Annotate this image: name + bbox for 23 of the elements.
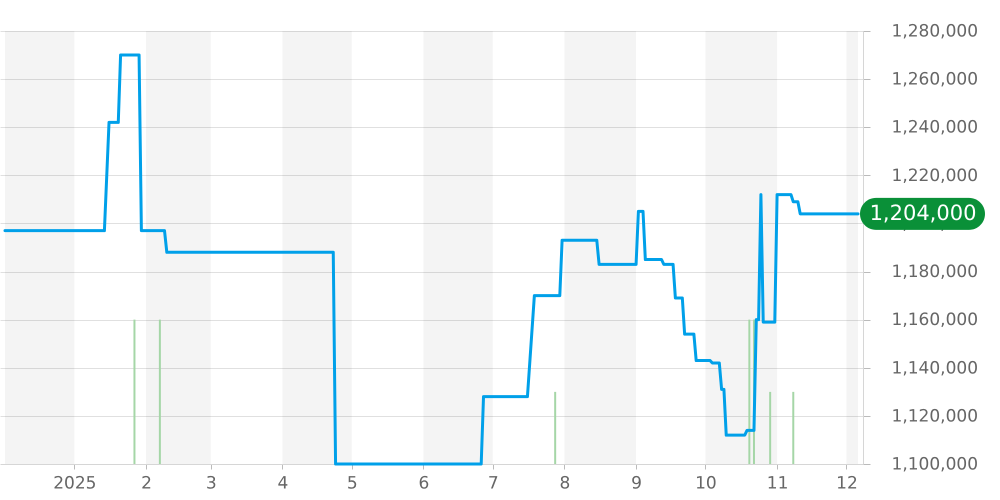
x-tick-label: 2 xyxy=(141,474,152,494)
y-tick-label: 1,120,000 xyxy=(892,406,978,426)
x-tick-label: 7 xyxy=(488,474,499,494)
y-tick-label: 1,160,000 xyxy=(892,310,978,330)
x-tick-label: 3 xyxy=(206,474,217,494)
x-tick-label: 5 xyxy=(346,474,358,494)
x-tick-label: 6 xyxy=(418,474,430,494)
x-tick-label: 11 xyxy=(766,474,788,494)
y-tick-label: 1,260,000 xyxy=(892,70,978,90)
y-tick-label: 1,140,000 xyxy=(892,358,978,378)
x-tick-label: 4 xyxy=(277,474,288,494)
y-tick-label: 1,240,000 xyxy=(892,118,978,138)
y-tick-label: 1,220,000 xyxy=(892,166,978,186)
x-tick-label: 10 xyxy=(695,474,717,494)
x-tick-label: 8 xyxy=(560,474,570,494)
y-tick-label: 1,280,000 xyxy=(892,22,978,42)
x-tick-label: 9 xyxy=(631,474,642,494)
annotation: 1,204,000 xyxy=(870,200,976,225)
x-tick-label: 12 xyxy=(836,474,858,494)
y-tick-label: 1,180,000 xyxy=(892,262,978,282)
y-tick-label: 1,100,000 xyxy=(892,454,978,474)
x-tick-label: 2025 xyxy=(53,474,96,494)
line-series xyxy=(4,54,860,466)
